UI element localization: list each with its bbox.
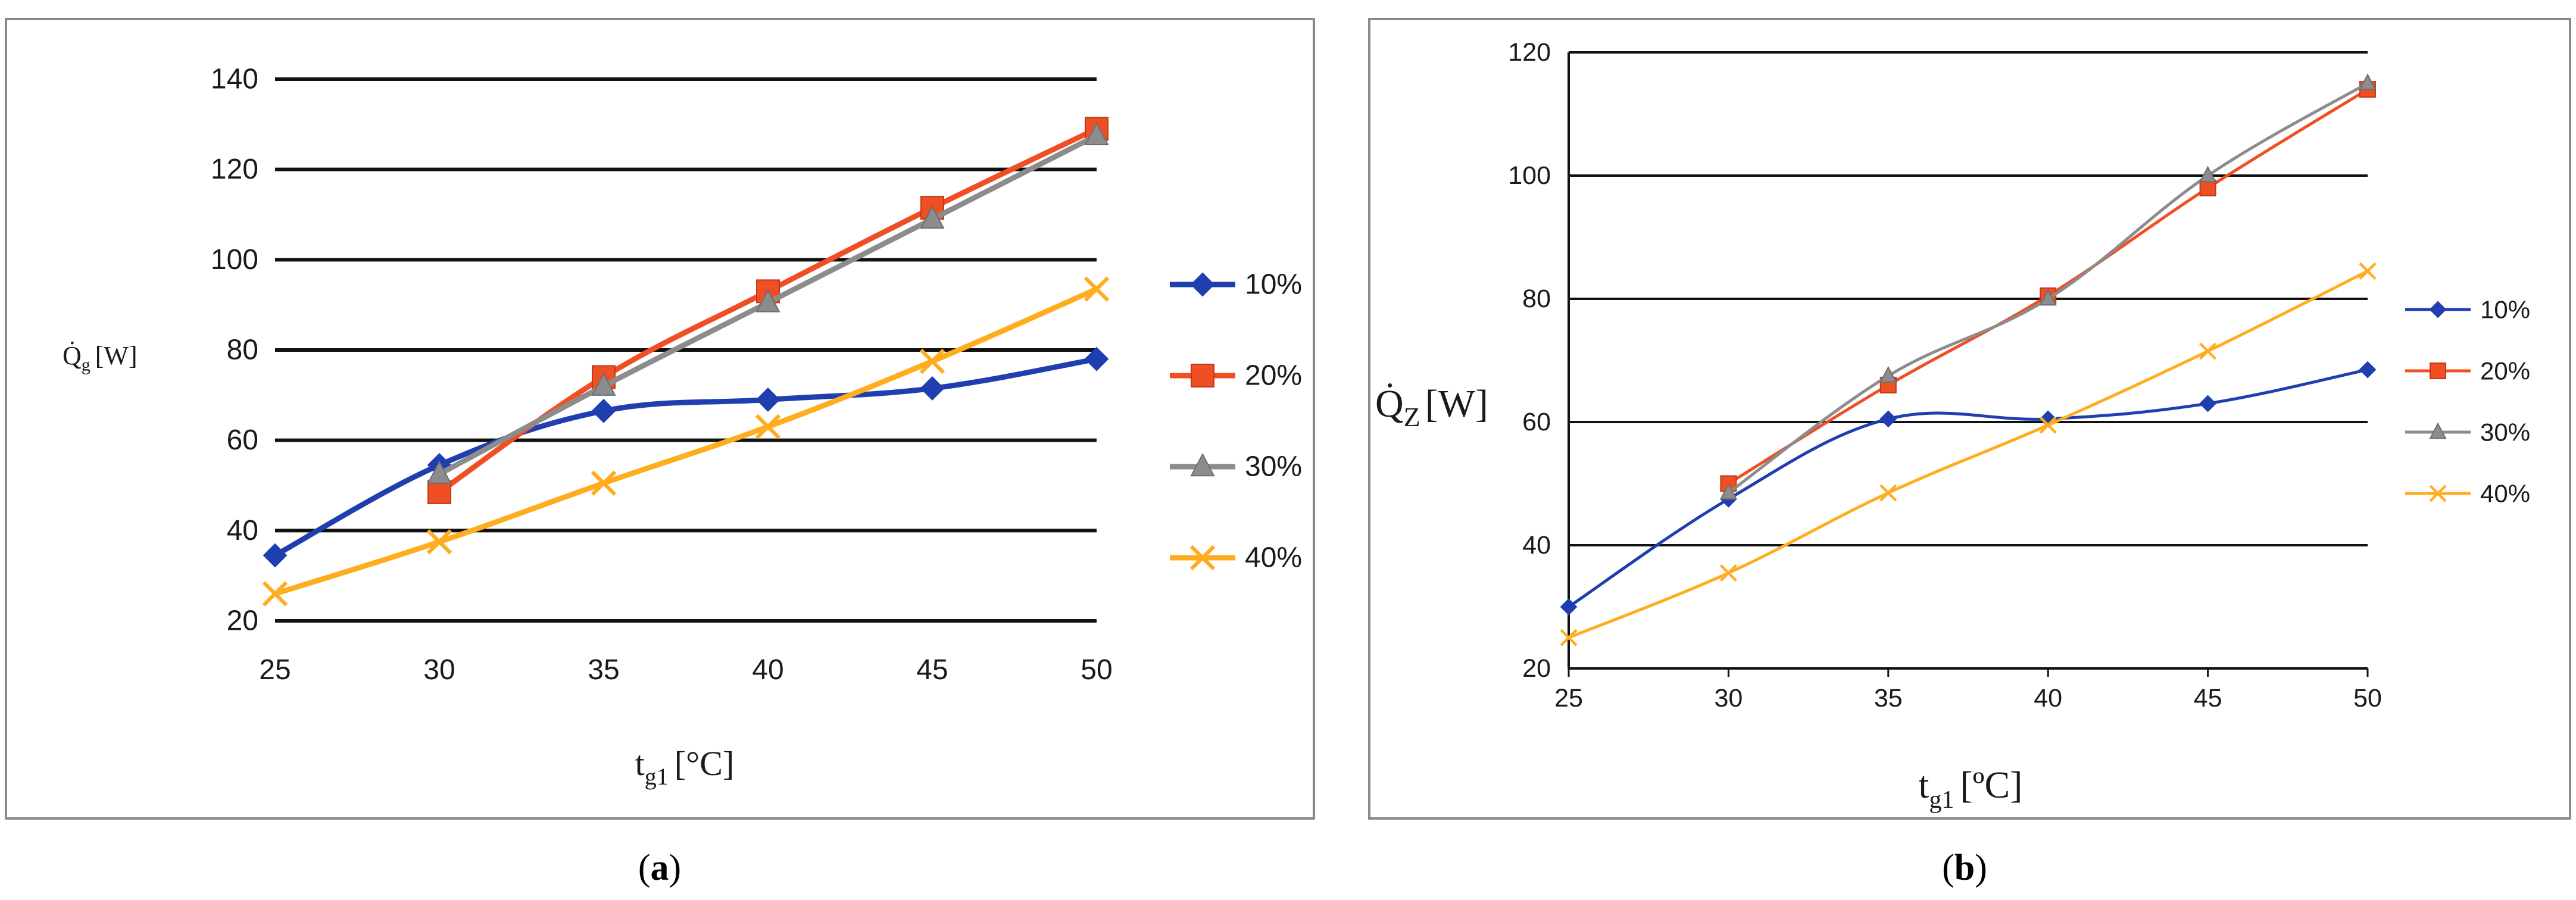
panel-b-xtick-label: 35 — [1874, 684, 1903, 712]
panel-a-legend-marker — [1190, 452, 1215, 477]
panel-a-data-point-20pct — [427, 480, 451, 504]
panel-b-data-point-40pct — [2199, 342, 2217, 360]
panel-b-legend-label: 20% — [2480, 357, 2530, 385]
panel-b-data-point-40pct — [2359, 262, 2377, 280]
panel-b-ytick-label: 40 — [1522, 531, 1551, 560]
panel-b-xtick-label: 25 — [1554, 684, 1583, 712]
panel-a-ytick-label: 140 — [211, 64, 258, 95]
panel-b-legend-marker — [2429, 485, 2447, 502]
panel-b-caption: (b) — [1942, 848, 1987, 888]
panel-a-data-point-30pct — [1084, 121, 1109, 145]
panel-a-ytick-label: 80 — [227, 335, 258, 366]
panel-b-xtick-label: 40 — [2034, 684, 2062, 712]
panel-a-ytick-label: 60 — [227, 424, 258, 456]
panel-a-chart: 20 40 60 80 100 120 140 25 30 35 40 45 50 Q̇g [W] tg1 [°… — [63, 64, 1302, 790]
panel-b-data-point-20pct — [2199, 179, 2216, 196]
panel-b-legend-marker — [2430, 362, 2446, 379]
panel-b-xtick-label: 50 — [2353, 684, 2382, 712]
panel-a-caption: (a) — [638, 848, 681, 888]
panel-b-data-point-40pct — [1719, 564, 1737, 582]
panel-b-chart: 20 40 60 80 100 120 25 30 35 40 45 50 Q̇Z [W] tg1 [ºC] 1… — [1375, 38, 2530, 814]
panel-a-data-point-10pct — [591, 398, 616, 423]
panel-b-xlabel: tg1 [ºC] — [1919, 764, 2023, 814]
panel-a-data-point-30pct — [591, 372, 616, 396]
panel-a-data-point-40pct — [755, 414, 781, 440]
panel-b-ytick-label: 20 — [1522, 654, 1551, 683]
panel-b-ylabel: Q̇Z [W] — [1375, 382, 1488, 432]
panel-b-ytick-label: 60 — [1522, 408, 1551, 436]
panel-b-data-point-40pct — [2039, 416, 2057, 434]
panel-a-data-point-40pct — [591, 470, 617, 496]
panel-b-ytick-label: 80 — [1522, 285, 1551, 313]
panel-b-data-point-40pct — [1560, 629, 1578, 646]
panel-a-legend-label: 30% — [1245, 451, 1302, 483]
panel-b-data-point-30pct — [2359, 73, 2377, 90]
panel-a-legend-label: 20% — [1245, 360, 1302, 392]
panel-a-data-point-40pct — [1084, 276, 1110, 302]
panel-a-legend-label: 10% — [1245, 269, 1302, 301]
panel-a-legend-label: 40% — [1245, 542, 1302, 574]
panel-a-data-point-30pct — [920, 205, 945, 229]
panel-b-legend-label: 30% — [2480, 418, 2530, 446]
panel-b-legend-label: 10% — [2480, 296, 2530, 324]
panel-a-data-point-40pct — [262, 581, 288, 607]
panel-b-xtick-label: 45 — [2194, 684, 2222, 712]
panel-a-series-line-40pct — [272, 286, 1100, 596]
panel-b-series-line-40pct — [1567, 269, 2369, 639]
panel-a-legend-marker — [1190, 272, 1215, 297]
panel-b-legend-marker — [2429, 301, 2447, 318]
panel-a-data-point-30pct — [427, 460, 452, 484]
panel-a-legend-marker — [1191, 364, 1214, 388]
panel-a-xtick-label: 45 — [916, 654, 948, 686]
panel-a-xlabel: tg1 [°C] — [635, 744, 735, 790]
panel-a-legend-marker — [1189, 545, 1216, 571]
panel-a-data-point-40pct — [426, 529, 452, 555]
panel-b-data-point-10pct — [1560, 598, 1578, 615]
panel-a-data-point-10pct — [755, 388, 780, 412]
panel-a-xtick-label: 30 — [423, 654, 455, 686]
panel-b-legend-label: 40% — [2480, 480, 2530, 508]
panel-b-data-point-30pct — [1719, 483, 1738, 500]
panel-a-xtick-label: 25 — [259, 654, 291, 686]
panel-a-data-point-10pct — [263, 543, 288, 568]
panel-a-frame — [5, 18, 1315, 820]
panel-a-ytick-label: 120 — [211, 154, 258, 185]
panel-b-legend-marker — [2429, 422, 2447, 439]
panel-b-ytick-label: 120 — [1508, 38, 1551, 67]
panel-a-data-point-10pct — [1084, 346, 1109, 371]
panel-a-ylabel: Q̇g [W] — [63, 341, 138, 375]
panel-b-data-point-10pct — [1879, 410, 1897, 428]
panel-a-xtick-label: 35 — [588, 654, 619, 686]
panel-b-data-point-30pct — [1879, 365, 1897, 383]
panel-a-ytick-label: 100 — [211, 244, 258, 276]
panel-a-xtick-label: 50 — [1081, 654, 1112, 686]
panel-b-data-point-30pct — [2039, 289, 2057, 306]
panel-b-data-point-10pct — [2359, 361, 2377, 379]
panel-a-data-point-30pct — [755, 289, 780, 312]
panel-b-series-line-10pct — [1567, 368, 2369, 608]
panel-a-series-line-10pct — [272, 356, 1100, 558]
panel-b-data-point-30pct — [2199, 165, 2217, 183]
panel-a-ytick-label: 20 — [227, 605, 258, 637]
panel-b-ytick-label: 100 — [1508, 161, 1551, 190]
panel-a-xtick-label: 40 — [752, 654, 783, 686]
panel-b-data-point-40pct — [1879, 484, 1897, 502]
panel-a-ytick-label: 40 — [227, 515, 258, 546]
panel-b-xtick-label: 30 — [1714, 684, 1743, 712]
panel-a-data-point-10pct — [920, 376, 945, 401]
panel-a-data-point-40pct — [919, 348, 945, 374]
panel-b-data-point-10pct — [2199, 395, 2217, 412]
